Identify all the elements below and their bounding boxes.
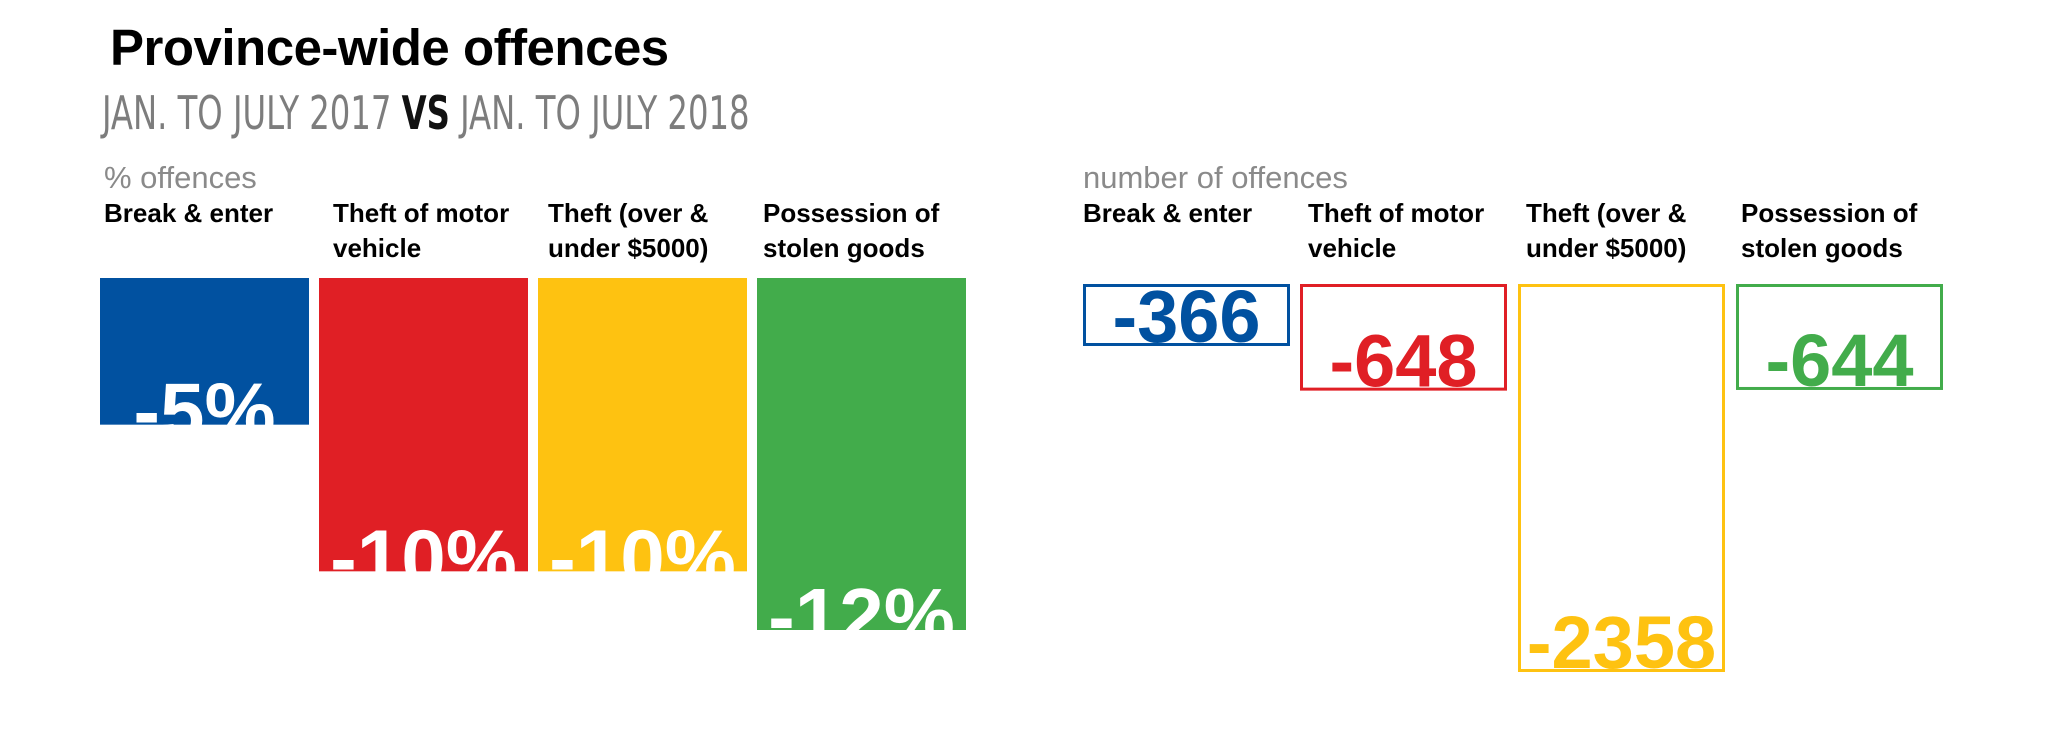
percent-category-label: Possession of stolen goods	[763, 198, 940, 263]
count-bar	[1300, 284, 1507, 391]
count-bar	[1083, 284, 1290, 346]
percent-bar	[757, 278, 966, 630]
count-panel-label: number of offences	[1083, 160, 1348, 195]
count-bar	[1736, 284, 1943, 390]
chart-title: Province-wide offences	[110, 19, 669, 76]
percent-bar-value: -10%	[549, 513, 736, 602]
count-category-label: Theft of motor vehicle	[1308, 198, 1485, 263]
percent-bar-value: -10%	[330, 513, 517, 602]
count-category-label: Break & enter	[1083, 198, 1253, 228]
percent-bar	[319, 278, 528, 572]
count-bar	[1518, 284, 1725, 672]
percent-category-label: Theft of motor vehicle	[333, 198, 510, 263]
count-category-label: Possession of stolen goods	[1741, 198, 1918, 263]
subtitle-period-2017: JAN. TO JULY 2017	[102, 86, 392, 140]
count-bar-value: -366	[1112, 275, 1260, 358]
subtitle-period-2018: JAN. TO JULY 2018	[460, 86, 750, 140]
count-category-label: Theft (over & under $5000)	[1526, 198, 1687, 263]
percent-bar-value: -5%	[133, 367, 275, 456]
percent-bar-value: -12%	[768, 572, 955, 661]
percent-category-label: Theft (over & under $5000)	[548, 198, 709, 263]
percent-bar	[100, 278, 309, 425]
count-bar-value: -2358	[1527, 601, 1716, 684]
chart-subtitle: JAN. TO JULY 2017 VS JAN. TO JULY 2018	[102, 86, 750, 140]
percent-bar	[538, 278, 747, 572]
percent-category-label: Break & enter	[104, 198, 274, 228]
subtitle-vs: VS	[401, 86, 450, 140]
count-bar-value: -648	[1329, 320, 1477, 403]
percent-panel-label: % offences	[104, 160, 257, 195]
count-bar-value: -644	[1765, 319, 1913, 402]
